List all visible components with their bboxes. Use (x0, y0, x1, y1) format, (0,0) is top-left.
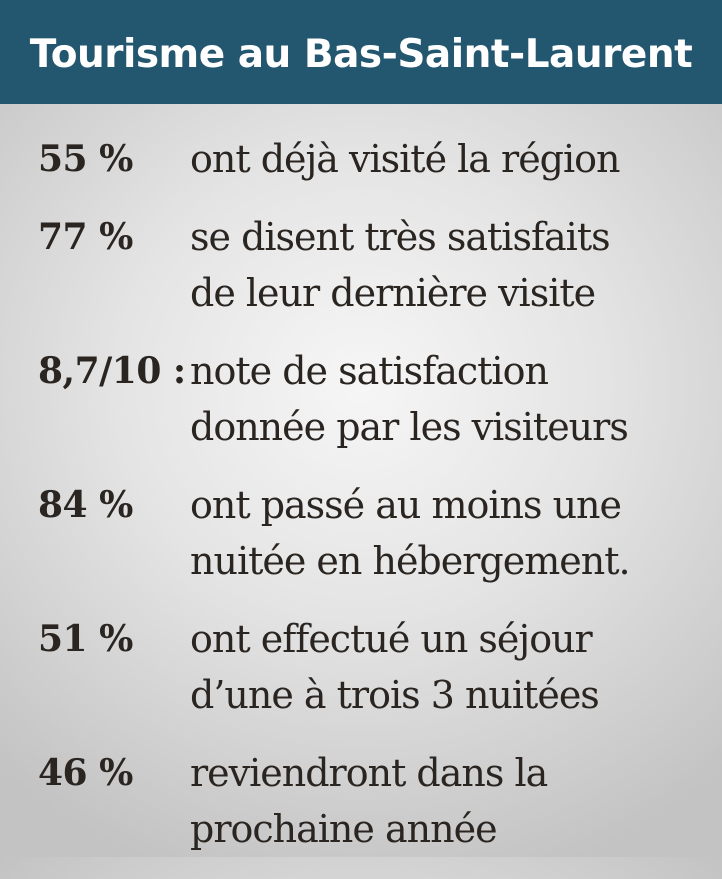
stat-description: reviendront dans la prochaine année (190, 745, 690, 857)
stat-description-line: note de satisfaction (190, 349, 549, 393)
stat-description-line: reviendront dans la (190, 751, 548, 795)
stat-description-line: ont effectué un séjour (190, 617, 593, 661)
stat-value: 51 % (38, 618, 133, 660)
stat-description-line: prochaine année (190, 807, 498, 851)
stat-description-line: ont déjà visité la région (190, 137, 621, 181)
header-banner: Tourisme au Bas-Saint-Laurent (0, 0, 722, 104)
stat-row: 77 % se disent très satisfaits de leur d… (0, 209, 722, 321)
stat-value: 55 % (38, 138, 133, 180)
stat-row: 84 % ont passé au moins une nuitée en hé… (0, 477, 722, 589)
stat-description-line: nuitée en hébergement. (190, 539, 631, 583)
stat-row: 8,7/10 : note de satisfaction donnée par… (0, 343, 722, 455)
stat-description: ont déjà visité la région (190, 131, 690, 187)
stat-description-line: de leur dernière visite (190, 271, 596, 315)
stat-value: 8,7/10 : (38, 350, 186, 392)
stat-value: 77 % (38, 216, 133, 258)
page-title: Tourisme au Bas-Saint-Laurent (29, 31, 693, 77)
stat-description-line: donnée par les visiteurs (190, 405, 629, 449)
stat-description-line: ont passé au moins une (190, 483, 622, 527)
stat-description: se disent très satisfaits de leur derniè… (190, 209, 690, 321)
stat-value: 84 % (38, 484, 133, 526)
stat-row: 55 % ont déjà visité la région (0, 131, 722, 187)
stats-list: 55 % ont déjà visité la région 77 % se d… (0, 131, 722, 879)
stat-row: 51 % ont effectué un séjour d’une à troi… (0, 611, 722, 723)
stat-description: ont passé au moins une nuitée en héberge… (190, 477, 690, 589)
stat-description: note de satisfaction donnée par les visi… (190, 343, 690, 455)
stat-description-line: d’une à trois 3 nuitées (190, 673, 600, 717)
stat-description-line: se disent très satisfaits (190, 215, 611, 259)
stat-row: 46 % reviendront dans la prochaine année (0, 745, 722, 857)
stat-value: 46 % (38, 752, 133, 794)
stat-description: ont effectué un séjour d’une à trois 3 n… (190, 611, 690, 723)
